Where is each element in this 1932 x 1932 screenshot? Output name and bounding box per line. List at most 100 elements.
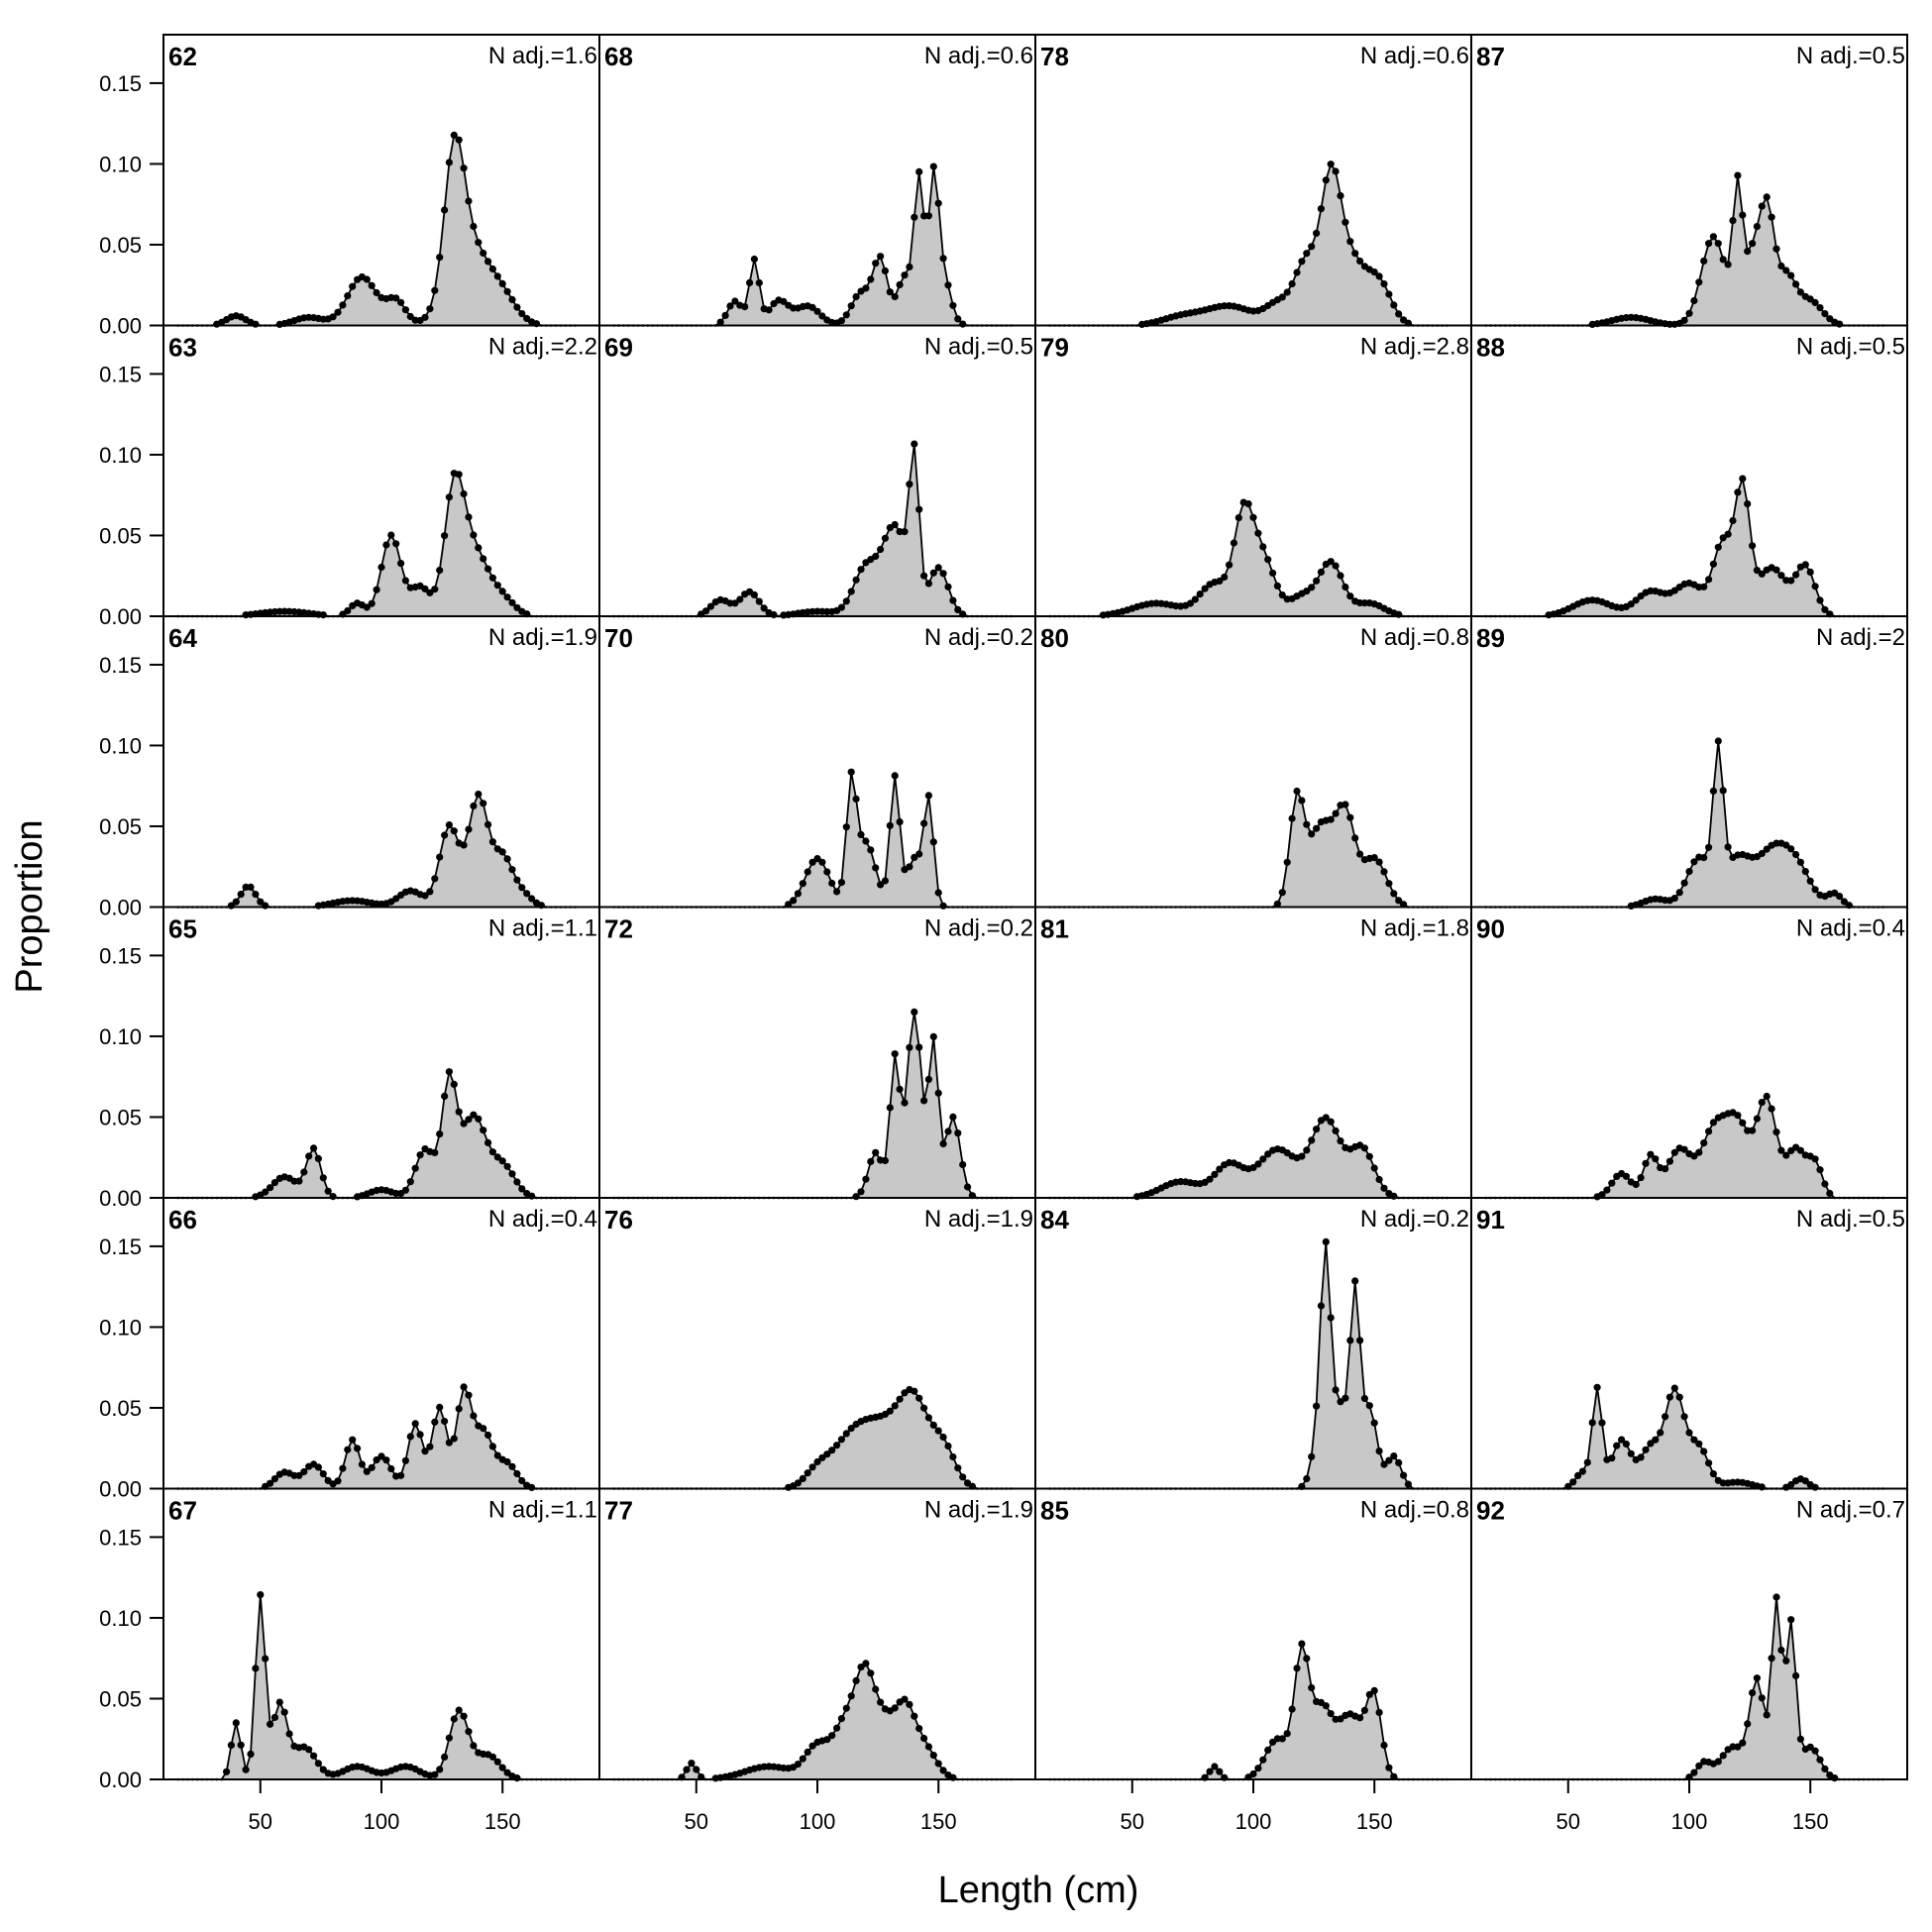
panel-80-area [1049,791,1448,908]
panel-70-point [939,902,947,910]
panel-67-point [488,1753,496,1761]
panel-91-point [1652,1436,1660,1444]
panel-90-point [1739,1119,1747,1127]
panel-64-point [475,791,483,799]
panel-84-point [1404,1480,1412,1488]
panel-76-point [929,1421,937,1429]
panel-89-point [1680,879,1688,887]
panel-64-point [436,853,444,861]
panel-70-point [934,889,942,897]
panel-63-point [319,611,327,619]
panel-81-point [1308,1136,1316,1144]
panel-69-point [881,534,889,542]
panel-72-label: 72 [604,914,633,944]
panel-72-point [906,1043,913,1051]
panel-70-point [828,879,836,888]
panel-65-point [475,1115,483,1123]
panel-80-point [1342,801,1349,808]
panel-89-point [1758,849,1766,858]
panel-72-point [920,1097,928,1105]
panel-84-point [1327,1314,1335,1322]
panel-69-point [731,599,739,607]
panel-68-n-adj: N adj.=0.6 [924,43,1033,69]
panel-64-point [488,838,496,846]
panel-68-point [886,288,894,296]
panel-69-point [706,602,714,610]
panel-88-point [1777,572,1785,580]
panel-65-point [484,1138,492,1146]
panel-69-point [911,440,918,448]
panel-64-point [498,848,506,856]
panel-76-point [833,1442,841,1449]
panel-64-point [252,891,260,899]
panel-87-point [1714,240,1722,248]
panel-68-point [765,306,773,314]
panel-76-point [939,1433,947,1442]
panel-64-point [441,831,449,839]
panel-70-point [799,880,806,888]
panel-85-frame [1034,1487,1472,1780]
panel-66-point [334,1477,342,1485]
panel-67-n-adj: N adj.=1.1 [488,1497,597,1524]
panel-87-point [1763,193,1771,201]
panel-81-point [1370,1164,1378,1172]
panel-62-point [406,312,414,321]
panel-70-point [886,821,894,829]
panel-69-point [934,564,942,572]
panel-68-label: 68 [604,42,633,71]
panel-70-point [852,795,860,803]
panel-68-point [929,162,937,170]
panel-89-point [1724,843,1732,851]
panel-65-point [498,1157,506,1165]
panel-91-point [1665,1393,1673,1401]
panel-87-point [1836,320,1844,328]
panel-91-point [1618,1436,1626,1444]
y-tick-label: 0.05 [99,1396,142,1421]
panel-87-point [1777,262,1785,270]
panel-63-point [431,586,439,593]
panel-87-point [1811,298,1819,306]
panel-66-n-adj: N adj.=0.4 [488,1206,597,1233]
panel-90-point [1734,1112,1742,1120]
panel-62-point [498,279,506,287]
panel-67-area [177,1594,576,1779]
panel-84-point [1380,1460,1388,1468]
panel-72-point [891,1050,899,1058]
panel-92-point [1821,1765,1829,1772]
panel-78-point [1298,258,1306,266]
panel-68-point [847,302,855,310]
panel-70-point [906,863,913,871]
panel-88-frame [1470,324,1908,617]
panel-70-point [924,792,932,800]
panel-88-point [1749,542,1757,550]
panel-64-label: 64 [168,623,197,653]
panel-65-point [460,1120,468,1127]
panel-80-point [1395,897,1403,905]
panel-88-point [1792,571,1800,579]
panel-88-point [1724,530,1732,538]
panel-65-area [177,1071,576,1198]
panel-64-point [518,884,526,892]
panel-77-point [891,1704,899,1712]
panel-85-point [1264,1746,1272,1754]
panel-87-point [1772,245,1780,253]
panel-64-point [445,821,453,829]
panel-85-point [1298,1640,1306,1648]
y-tick-label: 0.10 [99,1315,142,1340]
panel-64-area [177,794,576,908]
panel-64-point [257,898,265,906]
panel-90-point [1821,1180,1829,1188]
panel-66-point [377,1452,385,1460]
panel-88-point [1821,605,1829,613]
panel-92-point [1777,1646,1785,1655]
panel-70-point [790,897,798,905]
panel-92-point [1782,1657,1790,1664]
panel-68-point [939,255,947,263]
panel-90-point [1665,1157,1673,1165]
panel-77-point [808,1742,816,1750]
panel-68-area [613,166,1012,326]
panel-92-point [1806,1743,1814,1751]
panel-65-point [518,1185,526,1193]
panel-87-line [1485,174,1883,327]
panel-68-point [842,311,850,319]
